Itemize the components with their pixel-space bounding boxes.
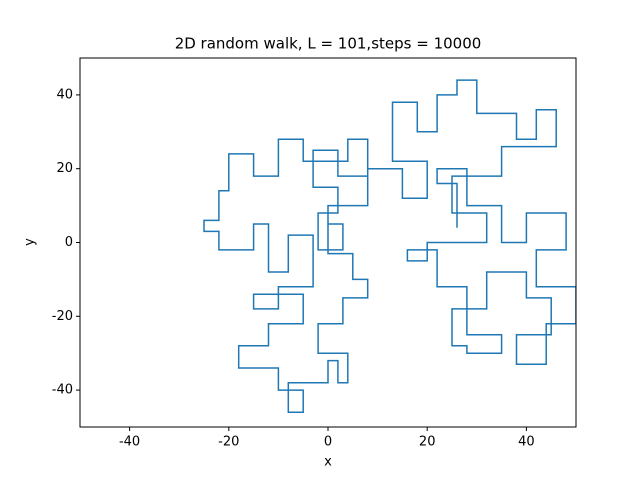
y-tick-label: -20 [52,309,73,324]
walk-line [203,79,576,413]
x-tick-label: -20 [218,435,239,450]
x-tick-label: 20 [419,435,436,450]
x-tick-label: 40 [518,435,535,450]
y-tick-label: -40 [52,383,73,398]
y-tick-label: 20 [56,161,73,176]
chart-title: 2D random walk, L = 101,steps = 10000 [175,35,482,53]
x-tick-label: 0 [324,435,332,450]
y-tick-label: 0 [65,235,73,250]
x-tick-label: -40 [119,435,140,450]
y-axis-label: y [23,238,38,246]
x-axis-label: x [324,455,332,470]
y-tick-label: 40 [56,87,73,102]
